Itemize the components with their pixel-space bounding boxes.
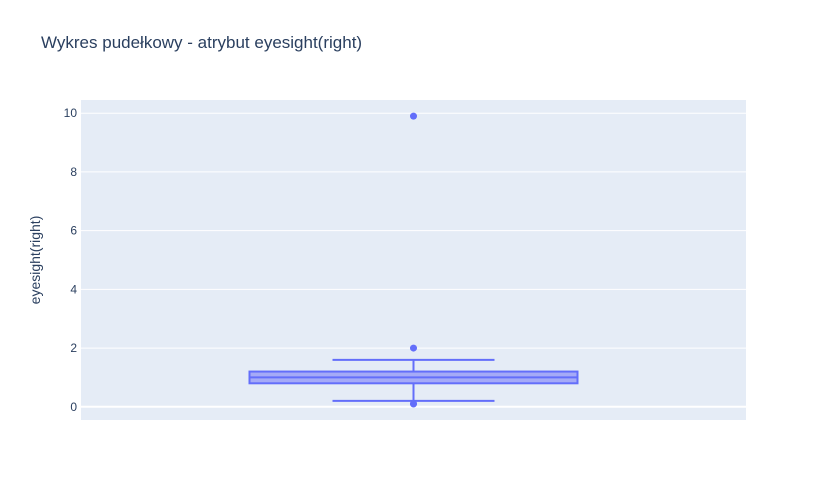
outlier-point <box>410 400 417 408</box>
y-tick-label: 8 <box>70 165 77 179</box>
y-tick-label: 4 <box>70 282 77 296</box>
outlier-point <box>410 112 417 120</box>
y-tick-label: 10 <box>64 106 78 120</box>
y-axis-title: eyesight(right) <box>27 216 43 305</box>
y-tick-label: 0 <box>70 400 77 414</box>
y-axis-ticks: 0 2 4 6 8 10 <box>64 106 78 414</box>
outlier-point <box>410 344 417 352</box>
chart-title: Wykres pudełkowy - atrybut eyesight(righ… <box>41 33 363 52</box>
y-tick-label: 2 <box>70 341 77 355</box>
box-trace <box>248 112 579 408</box>
y-tick-label: 6 <box>70 224 77 238</box>
